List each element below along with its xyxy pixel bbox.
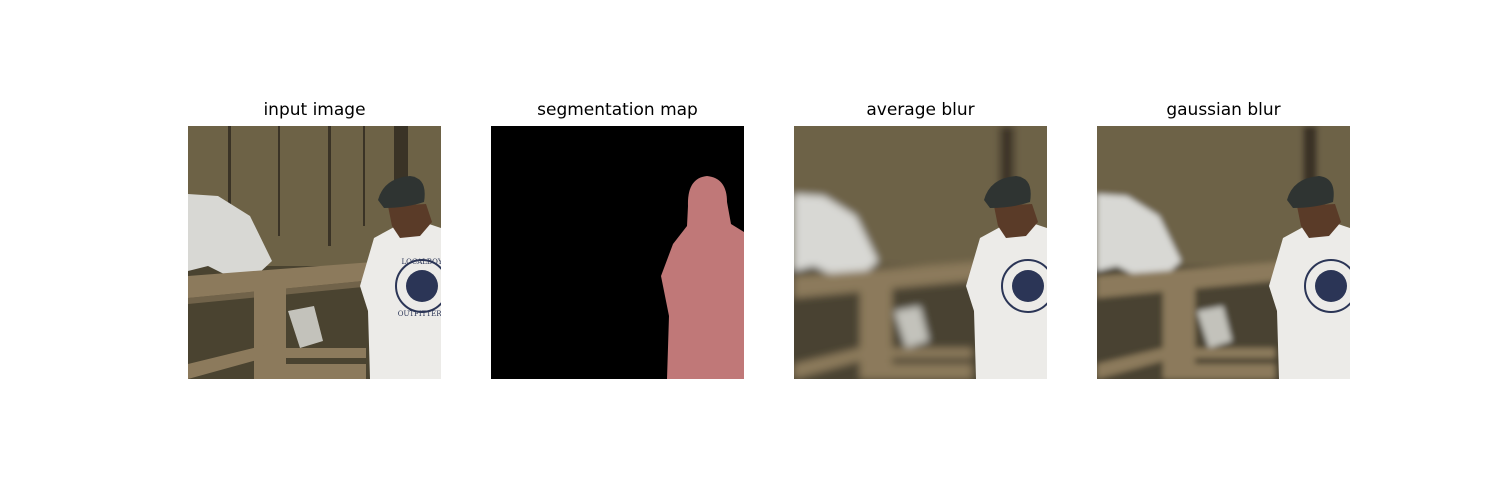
shirt-logo-emblem (406, 270, 438, 302)
waterfall (188, 194, 272, 276)
panel-title: segmentation map (537, 100, 698, 120)
shirt-logo-bottom-text: OUTFITTERS (398, 310, 441, 318)
shirt-logo-ring (395, 259, 441, 313)
person: LOCALBOY OUTFITTERS (360, 176, 441, 379)
shirt-logo-top-text: LOCALBOY (401, 258, 441, 266)
input-image: LOCALBOY OUTFITTERS (188, 126, 441, 379)
sharp-person (1269, 176, 1350, 379)
segmentation-map (491, 126, 744, 379)
gaussian-blur-image (1097, 126, 1350, 379)
average-blur-panel: average blur (794, 100, 1047, 379)
sharp-person (966, 176, 1047, 379)
average-blur-image (794, 126, 1047, 379)
hair (388, 204, 432, 238)
panel-title: gaussian blur (1166, 100, 1281, 120)
blurred-background (794, 126, 1047, 379)
segmentation-map-panel: segmentation map (491, 100, 744, 379)
waterfall-lower (288, 306, 323, 348)
panel-title: average blur (866, 100, 975, 120)
photo-scene: LOCALBOY OUTFITTERS (188, 126, 441, 379)
wooden-railing (188, 262, 373, 379)
input-image-panel: input image (188, 100, 441, 379)
gaussian-blur-panel: gaussian blur (1097, 100, 1350, 379)
segmentation-person-mask (661, 176, 744, 379)
panel-title: input image (263, 100, 366, 120)
cap (378, 176, 425, 208)
